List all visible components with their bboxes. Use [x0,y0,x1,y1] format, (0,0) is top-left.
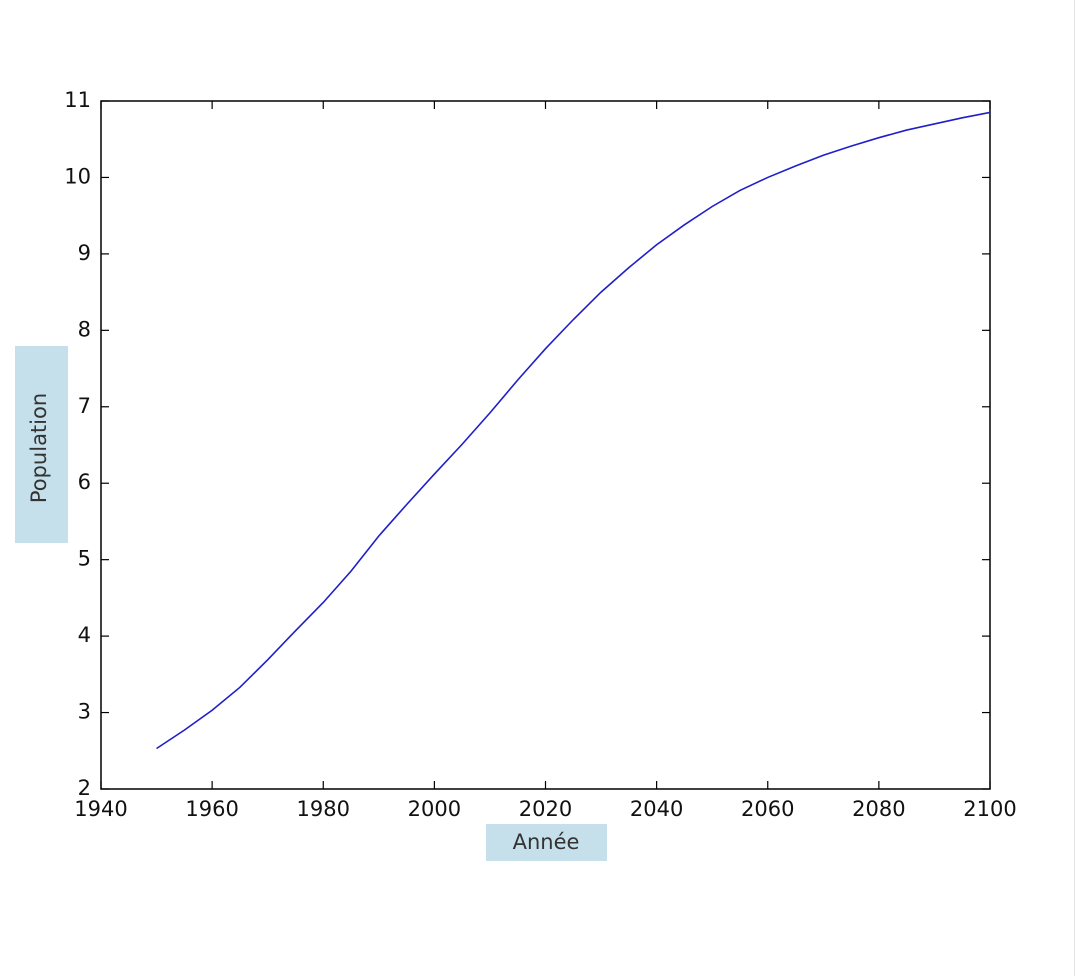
x-axis-label: Année [513,830,580,854]
x-tick-label: 1980 [297,797,350,821]
x-tick-label: 2080 [852,797,905,821]
y-tick-label: 10 [64,164,91,188]
x-tick-label: 2100 [963,797,1016,821]
y-tick-label: 9 [78,241,91,265]
x-label-background [486,824,607,861]
x-tick-label: 2040 [630,797,683,821]
x-tick-label: 2000 [408,797,461,821]
y-tick-label: 7 [78,394,91,418]
y-tick-label: 2 [78,776,91,800]
x-tick-label: 2020 [519,797,572,821]
y-axis-label: Population [27,393,51,503]
y-tick-label: 5 [78,547,91,571]
y-tick-label: 11 [64,88,91,112]
y-tick-label: 8 [78,317,91,341]
x-tick-label: 2060 [741,797,794,821]
x-tick-label: 1940 [74,797,127,821]
y-tick-label: 4 [78,623,91,647]
y-label-background [15,346,68,543]
line [156,111,991,750]
y-tick-label: 6 [78,470,91,494]
plot-frame [100,100,991,790]
y-tick-label: 3 [78,700,91,724]
x-tick-label: 1960 [185,797,238,821]
